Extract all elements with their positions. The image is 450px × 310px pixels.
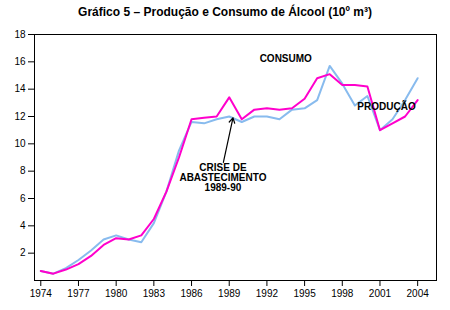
svg-text:6: 6 xyxy=(20,193,26,204)
svg-text:1995: 1995 xyxy=(293,288,316,299)
svg-text:1977: 1977 xyxy=(67,288,90,299)
svg-text:1992: 1992 xyxy=(256,288,279,299)
svg-text:1980: 1980 xyxy=(105,288,128,299)
svg-text:CONSUMO: CONSUMO xyxy=(260,53,312,64)
svg-text:1983: 1983 xyxy=(143,288,166,299)
svg-text:8: 8 xyxy=(20,165,26,176)
svg-text:PRODUÇÃO: PRODUÇÃO xyxy=(357,100,416,112)
svg-text:1989: 1989 xyxy=(218,288,241,299)
svg-text:1998: 1998 xyxy=(331,288,354,299)
svg-text:1974: 1974 xyxy=(30,288,53,299)
html-text:Gráfico 5 – Produção e Consumo: Gráfico 5 – Produção e Consumo de Álcool… xyxy=(78,5,372,19)
svg-text:10: 10 xyxy=(14,138,26,149)
svg-text:16: 16 xyxy=(14,56,26,67)
svg-text:1986: 1986 xyxy=(180,288,203,299)
svg-text:2: 2 xyxy=(20,247,26,258)
svg-text:CRISE DEABASTECIMENTO1989-90: CRISE DEABASTECIMENTO1989-90 xyxy=(179,162,266,193)
svg-text:2004: 2004 xyxy=(407,288,430,299)
svg-text:4: 4 xyxy=(20,220,26,231)
svg-text:12: 12 xyxy=(14,111,26,122)
svg-text:18: 18 xyxy=(14,29,26,40)
svg-text:2001: 2001 xyxy=(369,288,392,299)
svg-text:14: 14 xyxy=(14,83,26,94)
